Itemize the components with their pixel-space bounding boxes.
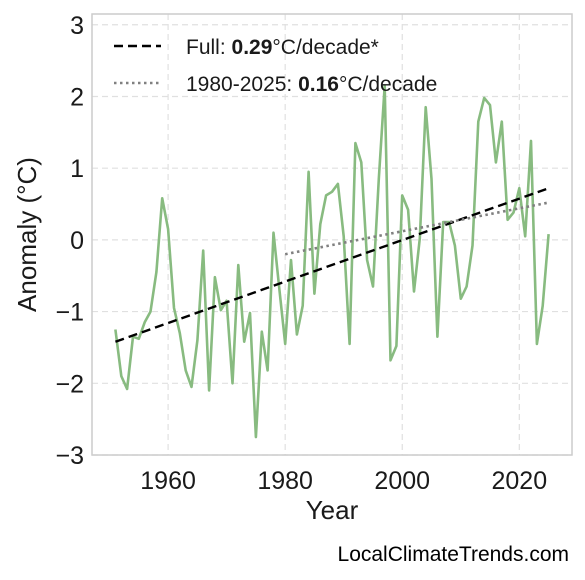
x-tick-label: 1960 [140, 467, 196, 495]
recent-trend-line [284, 201, 549, 256]
y-tick-label: −3 [55, 442, 84, 470]
y-tick-label: 3 [70, 12, 84, 40]
legend-label-full-value: 0.29 [232, 36, 273, 59]
y-axis-title: Anomaly (°C) [12, 157, 42, 312]
y-tick-label: 2 [70, 83, 84, 111]
legend-label-recent-suffix: °C/decade [339, 73, 437, 96]
watermark: LocalClimateTrends.com [338, 543, 569, 566]
tick-labels: 1960 1980 2000 2020 −3 −2 −1 0 1 2 3 [55, 12, 547, 495]
legend-label-full-prefix: Full: [186, 36, 232, 59]
legend: Full: 0.29°C/decade* 1980-2025: 0.16°C/d… [114, 36, 437, 96]
y-tick-label: −1 [55, 299, 84, 327]
legend-label-full-suffix: °C/decade* [272, 36, 378, 59]
anomaly-line [114, 84, 550, 439]
y-tick-label: 1 [70, 155, 84, 183]
legend-label-recent-trend: 1980-2025: 0.16°C/decade [186, 73, 437, 96]
full-trend-line [115, 187, 549, 343]
legend-label-recent-value: 0.16 [298, 73, 339, 96]
x-tick-label: 1980 [257, 467, 313, 495]
x-tick-label: 2000 [374, 467, 430, 495]
x-tick-label: 2020 [492, 467, 548, 495]
series-layer [114, 84, 550, 439]
plot-frame [91, 13, 573, 456]
y-tick-label: −2 [55, 370, 84, 398]
x-axis-title: Year [306, 495, 359, 525]
legend-label-full-trend: Full: 0.29°C/decade* [186, 36, 379, 59]
y-tick-label: 0 [70, 227, 84, 255]
legend-label-recent-prefix: 1980-2025: [186, 73, 298, 96]
